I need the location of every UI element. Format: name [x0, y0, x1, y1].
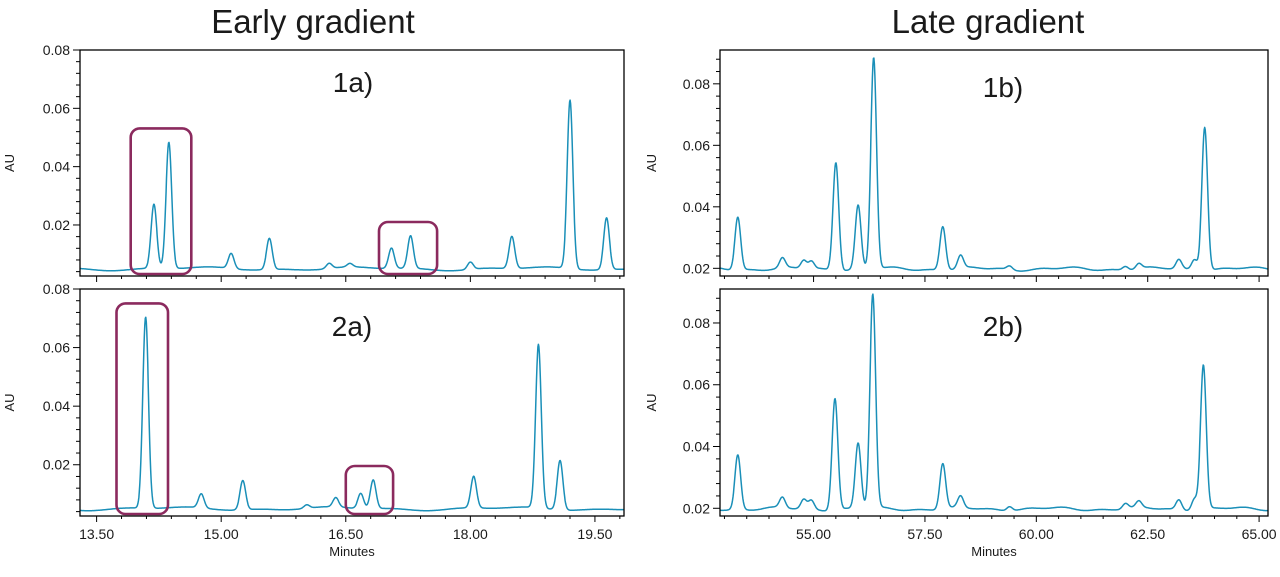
- x-tick-label-2a-3: 18.00: [453, 526, 488, 542]
- panel-2a: 0.02 0.04 0.06 0.08 13.50 15.00 16.50 18.00 19.5…: [2, 281, 625, 559]
- trace-line-1a: [80, 99, 624, 272]
- y-tick-label-1b-0: 0.02: [683, 260, 710, 276]
- x-tick-label-2b-3: 62.50: [1130, 526, 1165, 542]
- y-tick-label-2b-3: 0.08: [683, 315, 710, 331]
- plot-frame-1b: [719, 49, 1269, 277]
- x-axis-title-2b: Minutes: [971, 544, 1017, 559]
- panel-2b: 0.02 0.04 0.06 0.08 55.00 57.50 60.00 62.50 65.0…: [644, 288, 1277, 559]
- y-tick-label-2a-1: 0.04: [43, 398, 70, 414]
- x-tick-label-2b-2: 60.00: [1019, 526, 1054, 542]
- y-tick-label-2a-0: 0.02: [43, 457, 70, 473]
- y-tick-label-1a-1: 0.04: [43, 159, 70, 175]
- y-tick-label-1a-0: 0.02: [43, 217, 70, 233]
- title-late-gradient: Late gradient: [892, 3, 1085, 40]
- highlight-box-2a-0: [115, 302, 170, 516]
- x-axis-title-2a: Minutes: [329, 544, 375, 559]
- x-tick-label-2a-0: 13.50: [79, 526, 114, 542]
- title-early-gradient: Early gradient: [211, 3, 415, 40]
- panel-1b: 0.02 0.04 0.06 0.08 AU 1b): [644, 49, 1269, 282]
- x-tick-label-2a-1: 15.00: [204, 526, 239, 542]
- trace-line-2a: [80, 316, 624, 512]
- plot-frame-2b: [719, 288, 1269, 517]
- panel-1a: 0.02 0.04 0.06 0.08 AU 1a): [2, 42, 625, 282]
- y-tick-label-1a-3: 0.08: [43, 42, 70, 58]
- trace-line-2b: [720, 293, 1268, 512]
- y-tick-label-1b-1: 0.04: [683, 199, 710, 215]
- highlight-box-2a-1: [344, 464, 395, 516]
- highlight-box-1a-1: [377, 220, 439, 276]
- y-axis-title-1b: AU: [644, 154, 659, 172]
- y-tick-label-2b-1: 0.04: [683, 439, 710, 455]
- y-tick-label-2a-3: 0.08: [43, 281, 70, 297]
- x-tick-label-2b-1: 57.50: [907, 526, 942, 542]
- panel-label-2a: 2a): [332, 311, 372, 342]
- x-tick-label-2a-4: 19.50: [577, 526, 612, 542]
- y-tick-label-2b-2: 0.06: [683, 377, 710, 393]
- plot-frame-1a: [79, 49, 625, 277]
- panel-label-1b: 1b): [983, 72, 1023, 103]
- panels-group: 0.02 0.04 0.06 0.08 AU 1a) 0.02 0.04 0.06 0.08 13.…: [2, 42, 1277, 559]
- x-tick-label-2b-0: 55.00: [796, 526, 831, 542]
- y-tick-label-1b-2: 0.06: [683, 137, 710, 153]
- x-tick-label-2b-4: 65.00: [1242, 526, 1277, 542]
- panel-label-1a: 1a): [333, 67, 373, 98]
- y-tick-label-1a-2: 0.06: [43, 100, 70, 116]
- y-tick-label-2b-0: 0.02: [683, 500, 710, 516]
- plot-frame-2a: [79, 288, 625, 517]
- y-axis-title-2b: AU: [644, 393, 659, 411]
- y-tick-label-2a-2: 0.06: [43, 340, 70, 356]
- highlight-box-1a-0: [129, 127, 193, 276]
- panel-label-2b: 2b): [983, 311, 1023, 342]
- x-tick-label-2a-2: 16.50: [328, 526, 363, 542]
- y-axis-title-2a: AU: [2, 393, 17, 411]
- y-axis-title-1a: AU: [2, 154, 17, 172]
- trace-line-1b: [720, 57, 1268, 272]
- y-tick-label-1b-3: 0.08: [683, 76, 710, 92]
